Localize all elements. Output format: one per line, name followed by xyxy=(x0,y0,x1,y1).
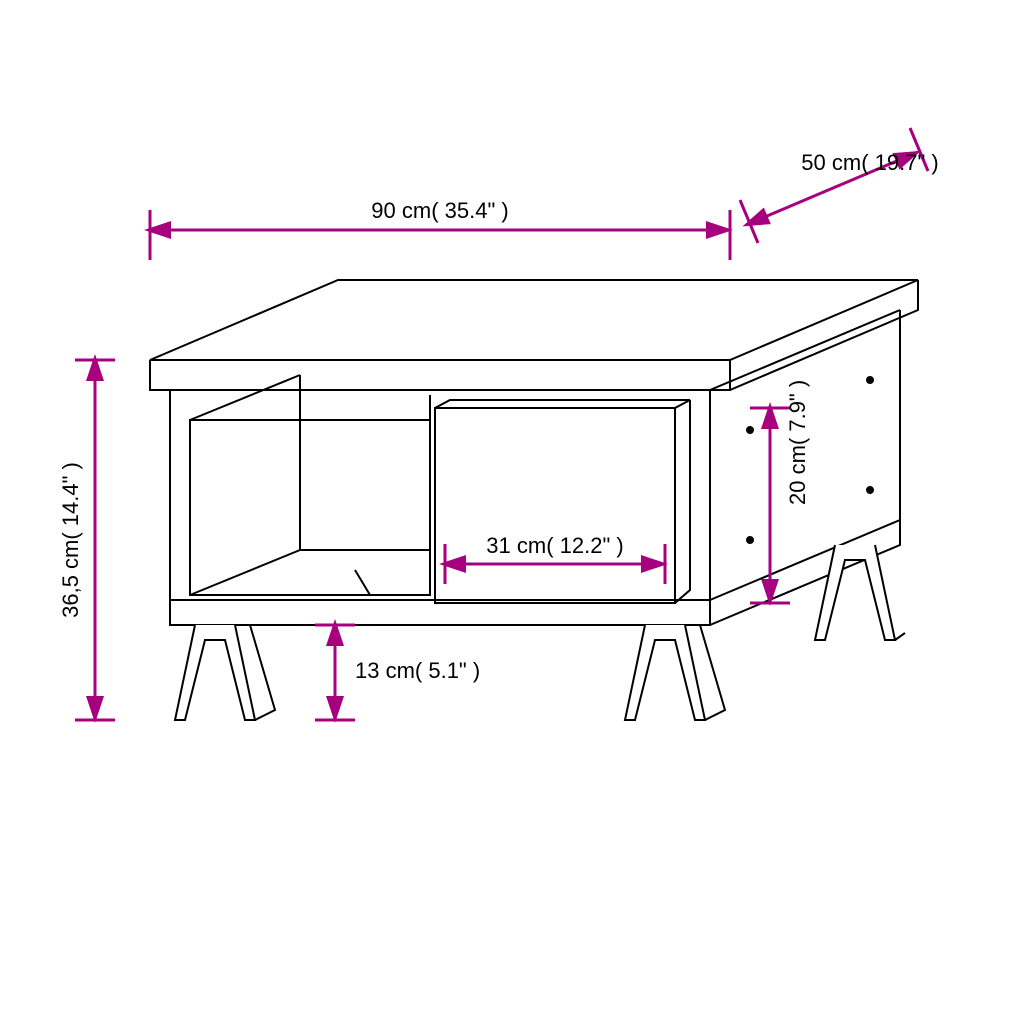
drawer-width-label: 31 cm( 12.2" ) xyxy=(486,533,623,558)
depth-label: 50 cm( 19.7" ) xyxy=(801,150,938,175)
height-label: 36,5 cm( 14.4" ) xyxy=(58,462,83,618)
width-label: 90 cm( 35.4" ) xyxy=(371,198,508,223)
furniture-diagram: 90 cm( 35.4" ) 50 cm( 19.7" ) 36,5 cm( 1… xyxy=(0,0,1024,1024)
leg-height-label: 13 cm( 5.1" ) xyxy=(355,658,480,683)
drawer-height-label: 20 cm( 7.9" ) xyxy=(785,380,810,505)
